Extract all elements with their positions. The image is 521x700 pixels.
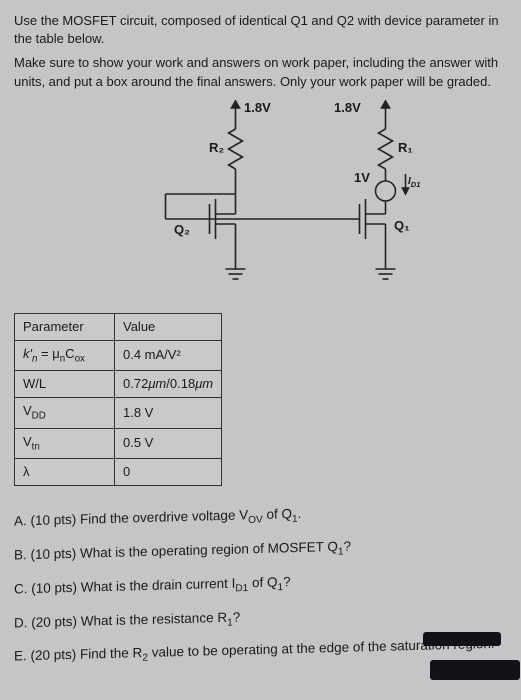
question-a: A. (10 pts) Find the overdrive voltage V… <box>14 500 507 535</box>
r1-label: R₁ <box>398 139 413 157</box>
table-row: λ 0 <box>15 458 222 485</box>
circuit-diagram: 1.8V 1.8V R₂ R₁ 1V Q₂ Q₁ ID1 <box>14 99 507 299</box>
instructions-block: Use the MOSFET circuit, composed of iden… <box>14 12 507 91</box>
val-vdd: 1.8 V <box>115 398 222 428</box>
th-value: Value <box>115 313 222 340</box>
instruction-line-2: Make sure to show your work and answers … <box>14 54 507 90</box>
th-parameter: Parameter <box>15 313 115 340</box>
table-row: W/L 0.72μm/0.18μm <box>15 371 222 398</box>
v-source-label: 1V <box>354 169 370 187</box>
q2-label: Q₂ <box>174 221 190 239</box>
table-row: Vtn 0.5 V <box>15 428 222 458</box>
table-header-row: Parameter Value <box>15 313 222 340</box>
parameter-table: Parameter Value k'n = μnCox 0.4 mA/V² W/… <box>14 313 507 486</box>
question-c: C. (10 pts) What is the drain current ID… <box>14 567 507 602</box>
circuit-svg <box>14 99 507 299</box>
redaction-bar-1 <box>423 632 501 646</box>
param-wl: W/L <box>15 371 115 398</box>
val-wl: 0.72μm/0.18μm <box>115 371 222 398</box>
table-row: VDD 1.8 V <box>15 398 222 428</box>
vdd-right-label: 1.8V <box>334 99 361 117</box>
question-b: B. (10 pts) What is the operating region… <box>14 533 507 568</box>
question-d: D. (20 pts) What is the resistance R1? <box>14 601 507 636</box>
param-vtn: Vtn <box>15 428 115 458</box>
val-vtn: 0.5 V <box>115 428 222 458</box>
val-lambda: 0 <box>115 458 222 485</box>
id1-label: ID1 <box>408 175 420 191</box>
param-lambda: λ <box>15 458 115 485</box>
redaction-bar-2 <box>430 660 520 680</box>
table-row: k'n = μnCox 0.4 mA/V² <box>15 340 222 370</box>
vdd-left-label: 1.8V <box>244 99 271 117</box>
param-kn: k'n = μnCox <box>15 340 115 370</box>
instruction-line-1: Use the MOSFET circuit, composed of iden… <box>14 12 507 48</box>
val-kn: 0.4 mA/V² <box>115 340 222 370</box>
q1-label: Q₁ <box>394 217 410 235</box>
r2-label: R₂ <box>209 139 224 157</box>
param-vdd: VDD <box>15 398 115 428</box>
